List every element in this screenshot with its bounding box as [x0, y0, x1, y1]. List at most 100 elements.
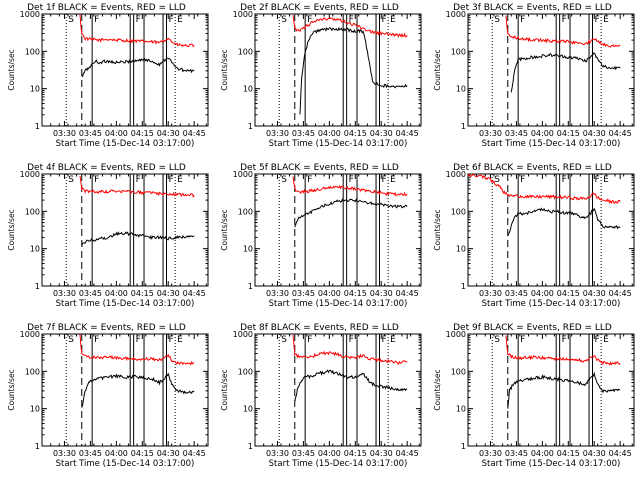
x-tick-label: 04:00	[531, 129, 554, 138]
marker-label: F	[307, 335, 312, 345]
series-lld-line	[79, 14, 195, 48]
x-tick-label: 04:15	[557, 449, 580, 458]
detector-panel-3: Det 3f BLACK = Events, RED = LLD 1 10 100 10…	[433, 3, 635, 149]
series-events-line	[507, 371, 621, 409]
x-tick-label: 03:45	[292, 129, 315, 138]
marker-label: F	[595, 15, 600, 25]
series-lld-line	[292, 15, 408, 38]
y-tick-label: 10	[30, 85, 40, 94]
x-tick-label: 04:00	[105, 129, 128, 138]
x-tick-label: 04:00	[105, 449, 128, 458]
marker-label: F	[562, 335, 567, 345]
x-tick-label: 03:30	[53, 449, 76, 458]
plot-frame	[254, 333, 422, 447]
marker-label: F	[520, 335, 525, 345]
series-events-line	[507, 207, 621, 237]
x-axis-label: Start Time (15-Dec-14 03:17:00)	[269, 299, 408, 309]
x-tick-label: 04:15	[557, 289, 580, 298]
y-tick-label: 1	[461, 282, 466, 291]
marker-label: E	[177, 175, 183, 185]
series-lld-line	[505, 335, 621, 367]
y-axis-label: Counts/sec	[433, 49, 442, 90]
detector-panel-6: Det 6f BLACK = Events, RED = LLD 1 10 100 10…	[433, 163, 635, 309]
marker-label: F	[382, 15, 387, 25]
detector-panel-8: Det 8f BLACK = Events, RED = LLD 1 10 100 10…	[220, 323, 422, 469]
x-axis-label: Start Time (15-Dec-14 03:17:00)	[56, 299, 195, 309]
y-tick-label: 10	[456, 245, 466, 254]
marker-label: F	[136, 15, 141, 25]
y-tick-label: 100	[238, 207, 253, 216]
y-tick-label: 10	[30, 245, 40, 254]
x-axis-label: Start Time (15-Dec-14 03:17:00)	[269, 459, 408, 469]
plot-frame	[467, 333, 635, 447]
plot-frame	[467, 173, 635, 287]
x-tick-label: 04:15	[344, 289, 367, 298]
x-tick-label: 04:30	[157, 289, 180, 298]
detector-panel-2: Det 2f BLACK = Events, RED = LLD 1 10 100 10…	[220, 3, 422, 149]
y-tick-label: 100	[238, 47, 253, 56]
detector-panel-7: Det 7f BLACK = Events, RED = LLD 1 10 100 10…	[7, 323, 209, 469]
x-tick-label: 04:45	[396, 129, 419, 138]
y-tick-label: 1000	[446, 330, 466, 339]
x-axis-label: Start Time (15-Dec-14 03:17:00)	[56, 139, 195, 149]
marker-label: S	[281, 15, 287, 25]
x-tick-label: 04:45	[609, 129, 632, 138]
y-tick-label: 10	[456, 405, 466, 414]
y-tick-label: 1	[248, 122, 253, 131]
y-tick-label: 1000	[233, 330, 253, 339]
y-tick-label: 1000	[20, 10, 40, 19]
series-events-line	[81, 231, 195, 247]
marker-label: F	[136, 175, 141, 185]
x-tick-label: 04:00	[531, 449, 554, 458]
marker-label: S	[494, 175, 500, 185]
y-tick-label: 1000	[20, 330, 40, 339]
marker-label: F	[562, 175, 567, 185]
marker-label: S	[494, 335, 500, 345]
marker-label: F	[94, 175, 99, 185]
x-tick-label: 04:45	[396, 289, 419, 298]
y-tick-label: 1	[248, 442, 253, 451]
x-tick-label: 03:30	[479, 449, 502, 458]
y-tick-label: 100	[25, 367, 40, 376]
panel-title: Det 4f BLACK = Events, RED = LLD	[27, 163, 186, 173]
x-tick-label: 04:15	[131, 289, 154, 298]
x-tick-label: 03:30	[53, 129, 76, 138]
marker-label: S	[68, 15, 74, 25]
plot-frame	[254, 13, 422, 127]
panel-title: Det 2f BLACK = Events, RED = LLD	[240, 3, 399, 13]
y-axis-label: Counts/sec	[220, 49, 229, 90]
x-tick-label: 03:45	[292, 289, 315, 298]
detector-panel-5: Det 5f BLACK = Events, RED = LLD 1 10 100 10…	[220, 163, 422, 309]
y-axis-label: Counts/sec	[220, 209, 229, 250]
y-tick-label: 10	[30, 405, 40, 414]
x-tick-label: 04:30	[157, 449, 180, 458]
marker-label: F	[349, 175, 354, 185]
x-tick-label: 04:45	[183, 129, 206, 138]
x-tick-label: 04:15	[557, 129, 580, 138]
y-tick-label: 1	[248, 282, 253, 291]
marker-label: E	[390, 175, 396, 185]
x-tick-label: 04:30	[370, 129, 393, 138]
series-lld-line	[292, 176, 408, 197]
y-tick-label: 10	[456, 85, 466, 94]
x-tick-label: 03:30	[53, 289, 76, 298]
detector-panel-1: Det 1f BLACK = Events, RED = LLD 1 10 100 10…	[7, 3, 209, 149]
y-tick-label: 10	[243, 85, 253, 94]
x-tick-label: 04:00	[105, 289, 128, 298]
x-axis-label: Start Time (15-Dec-14 03:17:00)	[482, 299, 621, 309]
y-tick-label: 1000	[446, 170, 466, 179]
series-events-line	[510, 52, 621, 93]
y-axis-label: Counts/sec	[433, 369, 442, 410]
x-axis-label: Start Time (15-Dec-14 03:17:00)	[482, 139, 621, 149]
x-tick-label: 03:45	[79, 449, 102, 458]
marker-label: E	[390, 15, 396, 25]
x-tick-label: 03:30	[266, 449, 289, 458]
x-tick-label: 03:30	[266, 289, 289, 298]
series-lld-line	[505, 15, 621, 48]
y-tick-label: 1	[461, 122, 466, 131]
y-axis-label: Counts/sec	[7, 209, 16, 250]
x-tick-label: 03:45	[79, 289, 102, 298]
y-tick-label: 100	[451, 47, 466, 56]
y-tick-label: 100	[238, 367, 253, 376]
